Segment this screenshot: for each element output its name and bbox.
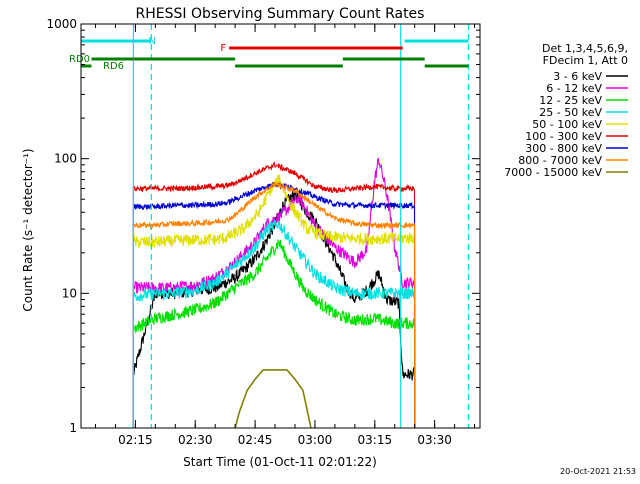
chart-title: RHESSI Observing Summary Count Rates (136, 6, 425, 22)
x-tick-label-1: 02:30 (178, 433, 213, 447)
flag-label-rd6: RD6 (103, 61, 124, 72)
legend-header-0: Det 1,3,4,5,6,9, (542, 42, 628, 55)
flag-label-n: N (148, 36, 155, 47)
night-markers-layer (132, 24, 470, 428)
series-line-7 (132, 180, 416, 429)
legend-entry-7: 800 - 7000 keV (518, 154, 602, 167)
x-tick-label-4: 03:15 (358, 433, 393, 447)
data-gap-1 (414, 24, 480, 428)
legend-entry-5: 100 - 300 keV (525, 130, 602, 143)
flag-label-rd0: RD0 (69, 54, 90, 65)
legend-entry-6: 300 - 800 keV (525, 142, 602, 155)
legend-entry-8: 7000 - 15000 keV (504, 166, 602, 179)
legend: Det 1,3,4,5,6,9,FDecim 1, Att 0 3 - 6 keV… (504, 42, 628, 179)
flag-label-f: F (220, 43, 226, 54)
y-tick-label-3: 1000 (46, 17, 77, 31)
y-tick-label-1: 10 (62, 286, 77, 300)
x-tick-label-5: 03:30 (417, 433, 452, 447)
legend-entry-2: 12 - 25 keV (539, 94, 602, 107)
legend-entry-1: 6 - 12 keV (546, 82, 602, 95)
series-line-2 (132, 238, 416, 429)
x-tick-label-0: 02:15 (118, 433, 153, 447)
series-line-8 (234, 369, 312, 429)
axes-layer: 1 10 100 1000 02:15 02:30 02:45 03:00 03:15 03:30 (46, 17, 481, 447)
series-line-6 (132, 182, 416, 429)
x-axis-label: Start Time (01-Oct-11 02:01:22) (183, 455, 377, 469)
y-tick-label-2: 100 (54, 152, 77, 166)
legend-entry-4: 50 - 100 keV (532, 118, 602, 131)
y-tick-label-0: 1 (69, 421, 77, 435)
legend-entry-0: 3 - 6 keV (553, 70, 602, 83)
legend-header-1: FDecim 1, Att 0 (543, 54, 628, 67)
series-layer (132, 157, 416, 429)
x-tick-label-3: 03:00 (298, 433, 333, 447)
x-tick-label-2: 02:45 (238, 433, 273, 447)
series-line-5 (132, 161, 416, 429)
legend-entry-3: 25 - 50 keV (539, 106, 602, 119)
timestamp: 20-Oct-2021 21:53 (560, 467, 636, 476)
y-axis-label: Count Rate (s⁻¹ detector⁻¹) (21, 148, 35, 311)
data-gap-0 (81, 24, 134, 428)
plot-frame (80, 23, 481, 429)
flags-layer: N F RD0 RD6 (69, 36, 469, 72)
series-line-3 (132, 219, 416, 429)
series-line-4 (132, 174, 416, 429)
